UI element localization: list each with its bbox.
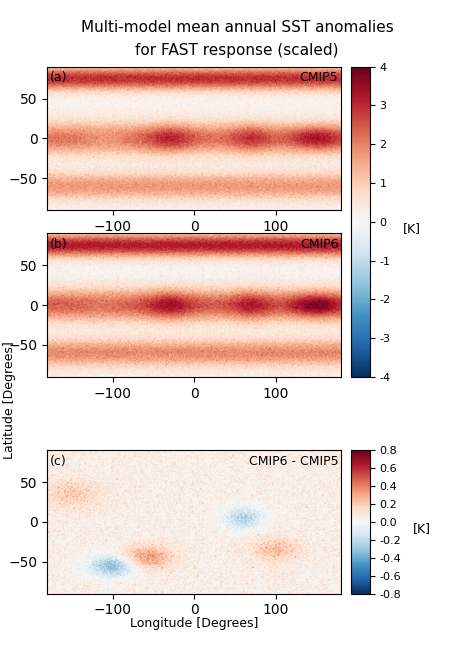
Text: CMIP5: CMIP5 <box>300 71 338 84</box>
Text: CMIP6: CMIP6 <box>300 237 338 251</box>
Text: (b): (b) <box>50 237 68 251</box>
Y-axis label: [K]: [K] <box>413 522 431 535</box>
Text: Multi-model mean annual SST anomalies: Multi-model mean annual SST anomalies <box>81 20 393 35</box>
Text: (c): (c) <box>50 454 67 468</box>
Text: for FAST response (scaled): for FAST response (scaled) <box>135 43 339 58</box>
Text: Longitude [Degrees]: Longitude [Degrees] <box>130 617 258 630</box>
Y-axis label: [K]: [K] <box>402 221 420 235</box>
Text: CMIP6 - CMIP5: CMIP6 - CMIP5 <box>249 454 338 468</box>
Text: (a): (a) <box>50 71 68 84</box>
Text: Latitude [Degrees]: Latitude [Degrees] <box>3 342 16 459</box>
